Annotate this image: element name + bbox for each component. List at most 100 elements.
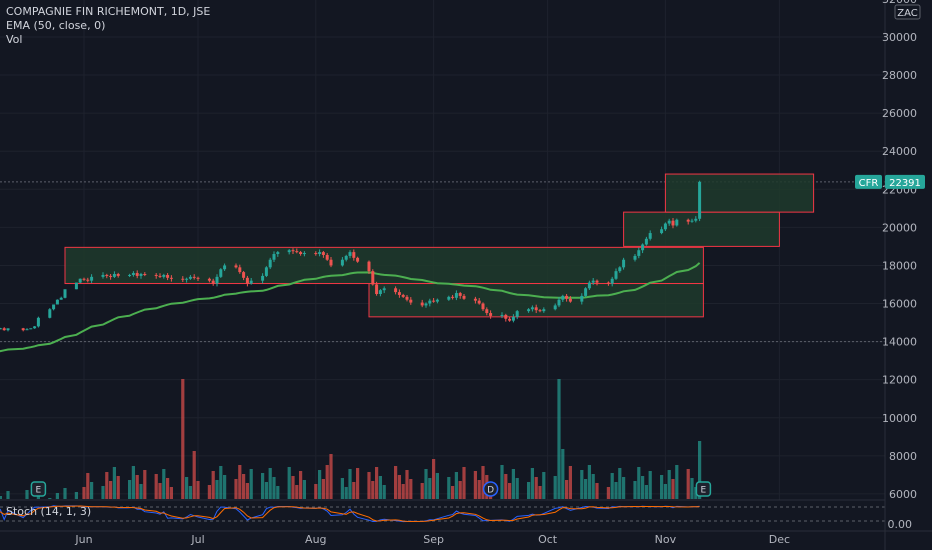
price-tick-label: 16000	[882, 298, 917, 311]
earnings-marker-icon	[695, 481, 712, 497]
range-box	[664, 173, 815, 213]
volume-bar	[580, 470, 584, 499]
candle-body	[614, 271, 618, 279]
price-tick-label: 18000	[882, 259, 917, 272]
volume-bar	[595, 483, 599, 499]
candle-body	[223, 265, 227, 270]
candle-body	[633, 255, 637, 260]
candle-body	[587, 282, 591, 289]
candle-body	[105, 274, 109, 276]
range-boxes	[64, 173, 815, 318]
candle-body	[530, 307, 534, 310]
volume-bar	[481, 466, 485, 499]
candle-body	[694, 218, 698, 221]
candle-body	[580, 295, 584, 302]
candle-body	[405, 296, 409, 300]
event-marker-label: D	[487, 486, 494, 496]
candle-body	[135, 273, 139, 276]
stoch-legend[interactable]: Stoch (14, 1, 3)	[6, 505, 92, 518]
volume-bar	[508, 483, 512, 499]
candle-body	[686, 219, 690, 222]
candle-body	[2, 328, 6, 331]
candle-body	[314, 253, 318, 255]
candle-body	[158, 275, 162, 277]
volume-bar	[348, 469, 352, 499]
volume-bars	[0, 379, 702, 499]
time-tick-label: Nov	[655, 533, 677, 546]
candle-body	[25, 329, 29, 331]
candle-body	[101, 274, 105, 277]
symbol-price-tag	[855, 174, 882, 189]
candle-body	[143, 274, 147, 276]
candle-body	[162, 274, 166, 277]
candle-body	[648, 233, 652, 239]
price-tick-label: 14000	[882, 336, 917, 349]
candlesticks	[0, 180, 702, 332]
volume-bar	[663, 484, 667, 499]
candle-body	[401, 294, 405, 297]
candle-body	[420, 302, 424, 306]
volume-bar	[614, 482, 618, 499]
candle-body	[348, 252, 352, 256]
candle-body	[329, 259, 333, 266]
volume-bar	[321, 479, 325, 499]
candle-body	[698, 181, 702, 219]
volume-bar	[295, 485, 299, 499]
volume-bar	[504, 474, 508, 499]
candle-body	[36, 317, 40, 327]
volume-bar	[135, 475, 139, 499]
volume-bar	[500, 465, 504, 499]
candle-body	[622, 259, 626, 268]
candle-body	[584, 288, 588, 296]
volume-bar	[63, 488, 67, 499]
candle-body	[473, 298, 477, 301]
candle-body	[382, 288, 386, 291]
candle-body	[462, 295, 466, 299]
volume-bar	[86, 473, 90, 499]
volume-bar	[511, 469, 515, 499]
volume-bar	[169, 487, 173, 499]
candle-body	[344, 255, 348, 260]
candle-body	[356, 257, 360, 262]
candle-body	[112, 274, 116, 277]
candle-body	[591, 280, 595, 283]
volume-bar	[428, 478, 432, 499]
volume-bar	[185, 477, 189, 499]
volume-bar	[660, 475, 664, 499]
candle-body	[139, 274, 143, 276]
candle-body	[59, 297, 63, 300]
volume-bar	[644, 485, 648, 499]
volume-bar	[0, 496, 2, 499]
volume-bar	[128, 480, 132, 499]
volume-bar	[219, 466, 223, 499]
time-tick-label: Oct	[538, 533, 558, 546]
volume-bar	[462, 467, 466, 499]
candle-body	[78, 278, 82, 283]
candle-body	[196, 277, 200, 279]
candle-body	[428, 300, 432, 304]
volume-bar	[527, 482, 531, 499]
candle-body	[641, 244, 645, 251]
volume-bar	[371, 481, 375, 499]
candle-body	[397, 292, 401, 295]
volume-legend[interactable]: Vol	[6, 33, 23, 46]
volume-bar	[302, 480, 306, 499]
candle-body	[55, 299, 59, 305]
ema-legend[interactable]: EMA (50, close, 0)	[6, 19, 106, 32]
volume-bar	[606, 487, 610, 499]
candle-body	[325, 254, 329, 260]
candle-body	[447, 296, 451, 300]
volume-bar	[534, 477, 538, 499]
volume-bar	[234, 479, 238, 499]
volume-bar	[139, 484, 143, 499]
volume-bar	[223, 475, 227, 499]
candle-body	[511, 316, 515, 321]
candle-body	[215, 276, 219, 284]
volume-bar	[515, 478, 519, 499]
volume-bar	[181, 379, 185, 499]
symbol-title[interactable]: COMPAGNIE FIN RICHEMONT, 1D, JSE	[6, 5, 211, 18]
volume-bar	[648, 471, 652, 499]
candle-body	[568, 298, 572, 302]
